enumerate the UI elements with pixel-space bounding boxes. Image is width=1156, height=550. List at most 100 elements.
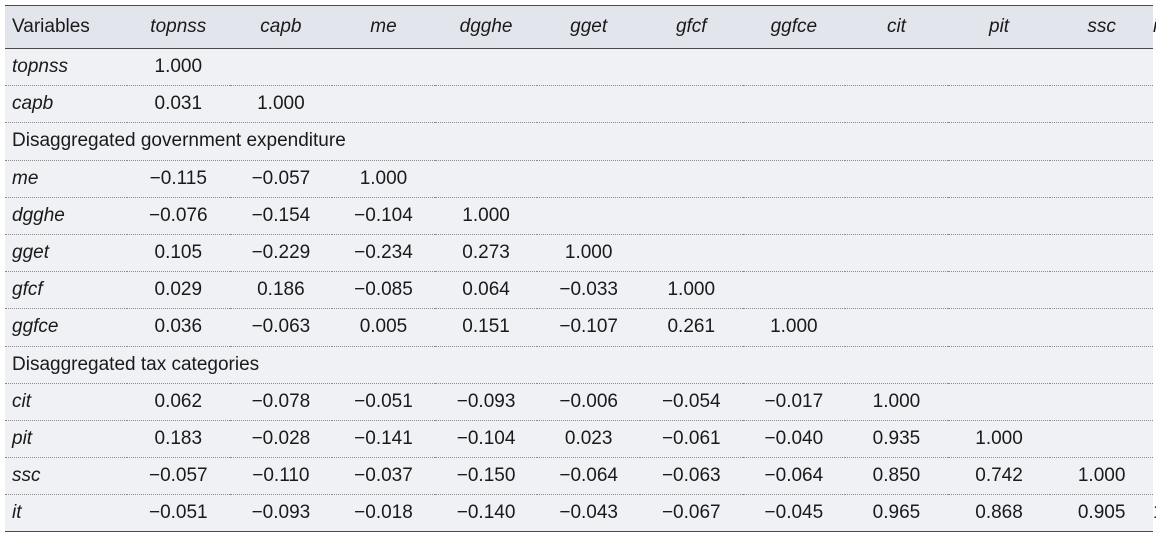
correlation-cell: −0.063 bbox=[639, 457, 743, 496]
correlation-cell bbox=[434, 85, 538, 124]
table-row: dgghe −0.076 −0.154 −0.104 1.000 bbox=[5, 197, 1153, 235]
correlation-cell bbox=[845, 308, 948, 347]
correlation-cell bbox=[537, 85, 640, 124]
correlation-cell: −0.110 bbox=[229, 457, 333, 496]
correlation-cell: 1.000 bbox=[127, 48, 230, 87]
correlation-cell: 0.742 bbox=[947, 457, 1051, 496]
row-variable-label: me bbox=[5, 160, 127, 198]
row-variable-label: pit bbox=[5, 420, 127, 459]
correlation-cell bbox=[639, 160, 743, 198]
table-row: topnss 1.000 bbox=[5, 48, 1153, 87]
correlation-cell bbox=[947, 85, 1051, 124]
correlation-cell: −0.061 bbox=[639, 420, 743, 459]
correlation-cell bbox=[947, 308, 1051, 347]
correlation-cell: −0.064 bbox=[537, 457, 640, 496]
correlation-cell: −0.229 bbox=[229, 234, 333, 273]
correlation-cell: −0.141 bbox=[332, 420, 435, 459]
correlation-cell: 0.261 bbox=[639, 308, 743, 347]
correlation-cell: 0.186 bbox=[229, 271, 333, 310]
section-header-row: Disaggregated tax categories bbox=[5, 346, 1153, 384]
correlation-cell bbox=[845, 197, 948, 235]
correlation-cell bbox=[1050, 160, 1153, 198]
correlation-cell bbox=[639, 197, 743, 235]
correlation-cell: 1.000 bbox=[537, 234, 640, 273]
correlation-cell: −0.085 bbox=[332, 271, 435, 310]
row-variable-label: dgghe bbox=[5, 197, 127, 235]
correlation-cell: 1.000 bbox=[742, 308, 846, 347]
correlation-cell: −0.063 bbox=[229, 308, 333, 347]
correlation-cell bbox=[537, 48, 640, 87]
correlation-cell: 0.183 bbox=[127, 420, 230, 459]
correlation-cell: −0.115 bbox=[127, 160, 230, 198]
header-cell-dgghe: dgghe bbox=[434, 5, 538, 49]
correlation-cell: 1.000 bbox=[639, 271, 743, 310]
correlation-cell: 0.273 bbox=[434, 234, 538, 273]
row-variable-label: gget bbox=[5, 234, 127, 273]
correlation-cell: −0.154 bbox=[229, 197, 333, 235]
correlation-cell: 0.151 bbox=[434, 308, 538, 347]
correlation-cell: −0.017 bbox=[742, 383, 846, 421]
correlation-table: Variables topnss capb me dgghe gget gfcf… bbox=[5, 5, 1156, 533]
correlation-cell bbox=[947, 48, 1051, 87]
correlation-cell: −0.018 bbox=[332, 494, 435, 533]
row-variable-label: cit bbox=[5, 383, 127, 421]
correlation-cell: 0.965 bbox=[845, 494, 948, 533]
correlation-cell bbox=[332, 85, 435, 124]
header-cell-capb: capb bbox=[229, 5, 333, 49]
correlation-cell bbox=[1050, 271, 1153, 310]
correlation-cell bbox=[845, 48, 948, 87]
correlation-cell: −0.057 bbox=[229, 160, 333, 198]
correlation-cell: −0.140 bbox=[434, 494, 538, 533]
row-variable-label: topnss bbox=[5, 48, 127, 87]
correlation-cell bbox=[845, 234, 948, 273]
correlation-cell: 1.000 bbox=[845, 383, 948, 421]
correlation-cell bbox=[537, 160, 640, 198]
header-cell-me: me bbox=[332, 5, 435, 49]
correlation-cell bbox=[332, 48, 435, 87]
correlation-cell: 0.005 bbox=[332, 308, 435, 347]
correlation-cell: 0.062 bbox=[127, 383, 230, 421]
correlation-cell bbox=[742, 234, 846, 273]
correlation-cell bbox=[434, 48, 538, 87]
header-cell-ssc: ssc bbox=[1050, 5, 1153, 49]
correlation-cell bbox=[639, 48, 743, 87]
correlation-cell: −0.076 bbox=[127, 197, 230, 235]
correlation-cell bbox=[742, 85, 846, 124]
correlation-cell bbox=[845, 85, 948, 124]
correlation-cell: 1.000 bbox=[434, 197, 538, 235]
correlation-cell: −0.051 bbox=[332, 383, 435, 421]
correlation-cell: 1.000 bbox=[229, 85, 333, 124]
correlation-cell: 1.000 bbox=[1050, 457, 1153, 496]
correlation-cell bbox=[1050, 383, 1153, 421]
section-header-row: Disaggregated government expenditure bbox=[5, 122, 1153, 161]
correlation-cell: −0.006 bbox=[537, 383, 640, 421]
table-row: pit 0.183 −0.028 −0.141 −0.104 0.023 −0.061 −0.… bbox=[5, 420, 1153, 459]
correlation-cell bbox=[845, 160, 948, 198]
correlation-cell bbox=[537, 197, 640, 235]
correlation-cell: −0.045 bbox=[742, 494, 846, 533]
header-row: Variables topnss capb me dgghe gget gfcf… bbox=[5, 5, 1156, 49]
correlation-cell bbox=[947, 383, 1051, 421]
table-row: it −0.051 −0.093 −0.018 −0.140 −0.043 −0.067 −0… bbox=[5, 494, 1156, 533]
correlation-cell bbox=[1050, 234, 1153, 273]
header-cell-gfcf: gfcf bbox=[639, 5, 743, 49]
correlation-cell bbox=[434, 160, 538, 198]
correlation-cell: −0.093 bbox=[229, 494, 333, 533]
table-row: capb 0.031 1.000 bbox=[5, 85, 1153, 124]
correlation-cell bbox=[639, 234, 743, 273]
correlation-cell: 0.850 bbox=[845, 457, 948, 496]
correlation-cell: 1.000 bbox=[332, 160, 435, 198]
correlation-cell bbox=[1050, 420, 1153, 459]
row-variable-label: it bbox=[5, 494, 127, 533]
correlation-cell bbox=[1050, 197, 1153, 235]
correlation-cell: 1.000 bbox=[947, 420, 1051, 459]
correlation-cell bbox=[742, 271, 846, 310]
correlation-cell bbox=[845, 271, 948, 310]
correlation-cell: −0.078 bbox=[229, 383, 333, 421]
header-cell-cit: cit bbox=[845, 5, 948, 49]
row-variable-label: ssc bbox=[5, 457, 127, 496]
correlation-cell: −0.051 bbox=[127, 494, 230, 533]
correlation-cell bbox=[947, 271, 1051, 310]
header-cell-gget: gget bbox=[537, 5, 640, 49]
correlation-cell: −0.234 bbox=[332, 234, 435, 273]
